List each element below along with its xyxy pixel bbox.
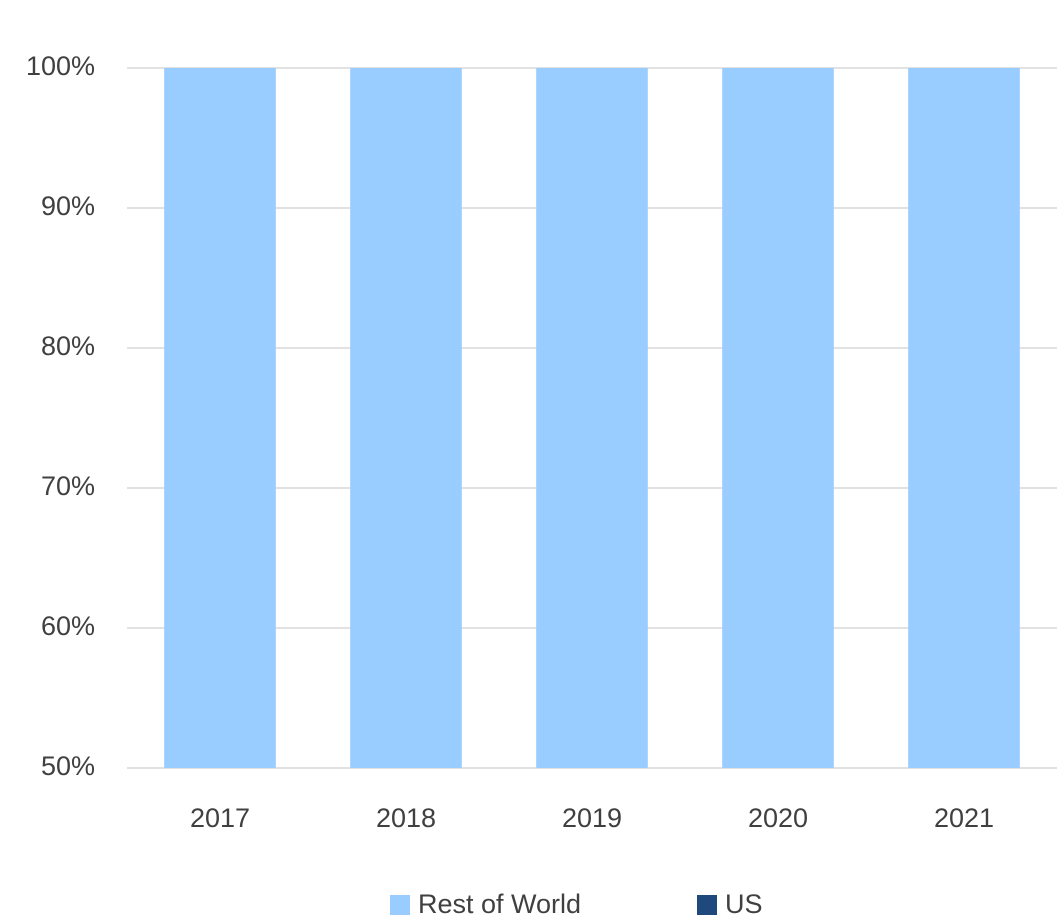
- y-tick-label: 60%: [41, 611, 95, 641]
- y-tick-label: 90%: [41, 191, 95, 221]
- x-tick-label: 2019: [562, 803, 622, 833]
- bar: [350, 68, 462, 768]
- y-tick-label: 70%: [41, 471, 95, 501]
- y-tick-label: 100%: [26, 51, 95, 81]
- legend-label: Rest of World: [418, 889, 581, 919]
- bar: [536, 68, 648, 768]
- x-tick-label: 2021: [934, 803, 994, 833]
- x-tick-label: 2020: [748, 803, 808, 833]
- y-tick-label: 80%: [41, 331, 95, 361]
- legend-label: US: [725, 889, 763, 919]
- bar: [722, 68, 834, 768]
- y-tick-label: 50%: [41, 751, 95, 781]
- legend-swatch: [697, 895, 717, 915]
- bar: [164, 68, 276, 768]
- bar: [908, 68, 1020, 768]
- x-tick-label: 2017: [190, 803, 250, 833]
- legend-swatch: [390, 895, 410, 915]
- x-tick-label: 2018: [376, 803, 436, 833]
